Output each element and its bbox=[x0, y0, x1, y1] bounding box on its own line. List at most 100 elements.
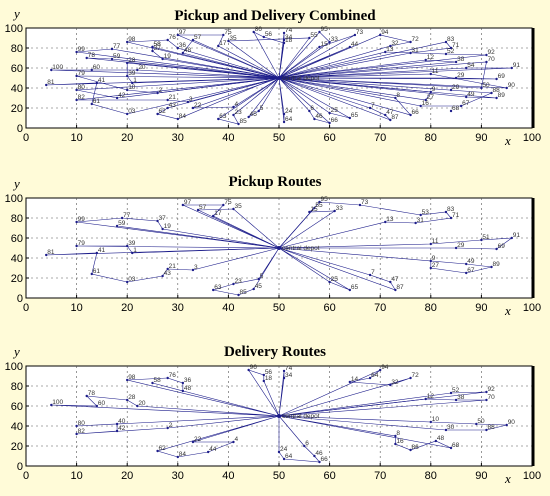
y-tick-label: 0 bbox=[17, 461, 23, 473]
node-point bbox=[409, 51, 412, 55]
node-point bbox=[505, 423, 508, 427]
node-label: 16 bbox=[422, 100, 430, 107]
node-point bbox=[45, 253, 48, 257]
node-point bbox=[156, 219, 159, 223]
node-label: 96 bbox=[250, 364, 258, 371]
node-label: 19 bbox=[164, 223, 172, 230]
node-label: 48 bbox=[437, 435, 445, 442]
node-label: 100 bbox=[52, 64, 63, 71]
node-point bbox=[429, 420, 432, 424]
x-tick-label: 40 bbox=[222, 132, 234, 144]
y-tick-label: 100 bbox=[5, 23, 23, 35]
node-point bbox=[75, 98, 78, 102]
node-point bbox=[232, 113, 235, 117]
node-label: 75 bbox=[224, 199, 232, 206]
node-point bbox=[465, 262, 468, 266]
node-point bbox=[465, 66, 468, 70]
route-line bbox=[278, 77, 497, 80]
node-label: 34 bbox=[285, 372, 293, 379]
x-tick-label: 70 bbox=[374, 470, 386, 482]
node-label: 60 bbox=[98, 400, 106, 407]
node-point bbox=[115, 96, 119, 100]
node-label: 39 bbox=[128, 240, 136, 247]
node-label: 23 bbox=[234, 278, 242, 285]
chart-title: Pickup Routes bbox=[228, 174, 322, 190]
node-point bbox=[166, 426, 169, 430]
node-label: 97 bbox=[184, 199, 192, 206]
node-label: 80 bbox=[78, 84, 86, 91]
node-point bbox=[414, 221, 417, 225]
y-axis-label: y bbox=[12, 6, 20, 21]
node-label: 1 bbox=[133, 77, 137, 84]
node-point bbox=[384, 50, 387, 54]
x-tick-label: 40 bbox=[222, 470, 234, 482]
node-point bbox=[379, 368, 382, 372]
node-point bbox=[485, 428, 488, 432]
node-label: 37 bbox=[159, 215, 167, 222]
node-label: 49 bbox=[467, 258, 475, 265]
y-axis-label: y bbox=[12, 344, 20, 359]
route-line bbox=[227, 37, 310, 79]
node-point bbox=[429, 259, 432, 263]
x-axis-label: x bbox=[504, 471, 511, 486]
node-point bbox=[485, 390, 488, 394]
y-tick-label: 0 bbox=[17, 293, 23, 305]
node-label: 82 bbox=[78, 428, 86, 435]
node-point bbox=[308, 36, 311, 40]
node-point bbox=[110, 47, 114, 51]
node-point bbox=[126, 112, 129, 116]
node-point bbox=[166, 267, 169, 271]
node-label: 82 bbox=[78, 94, 86, 101]
node-label: 77 bbox=[123, 212, 131, 219]
node-point bbox=[126, 88, 129, 92]
node-label: 79 bbox=[78, 240, 86, 247]
node-point bbox=[110, 57, 114, 61]
node-point bbox=[95, 404, 99, 408]
node-point bbox=[176, 117, 179, 121]
node-label: 9 bbox=[432, 86, 436, 93]
node-point bbox=[186, 100, 190, 104]
x-tick-label: 10 bbox=[70, 132, 82, 144]
node-label: 4 bbox=[234, 436, 238, 443]
node-point bbox=[156, 449, 159, 453]
node-point bbox=[232, 207, 235, 211]
node-label: 86 bbox=[255, 26, 263, 33]
node-label: 35 bbox=[234, 203, 242, 210]
node-label: 83 bbox=[447, 206, 455, 213]
node-point bbox=[90, 68, 93, 72]
node-point bbox=[206, 450, 210, 454]
node-label: 99 bbox=[78, 216, 86, 223]
node-label: 41 bbox=[98, 77, 106, 84]
y-tick-label: 0 bbox=[17, 123, 23, 135]
node-label: 36 bbox=[179, 42, 187, 49]
node-label: 24 bbox=[280, 446, 288, 453]
route-line bbox=[197, 208, 280, 249]
x-tick-label: 60 bbox=[323, 470, 335, 482]
node-point bbox=[465, 271, 468, 275]
node-label: 27 bbox=[427, 94, 435, 101]
node-label: 23 bbox=[234, 109, 242, 116]
node-label: 50 bbox=[482, 82, 490, 89]
node-label: 15 bbox=[310, 206, 318, 213]
node-point bbox=[90, 102, 93, 106]
node-point bbox=[212, 288, 215, 292]
y-tick-label: 60 bbox=[11, 233, 23, 245]
chart-title: Delivery Routes bbox=[223, 344, 327, 360]
x-tick-label: 100 bbox=[523, 470, 541, 482]
node-point bbox=[389, 44, 392, 48]
node-label: 11 bbox=[432, 68, 439, 75]
node-point bbox=[328, 280, 331, 284]
node-label: 88 bbox=[493, 87, 501, 94]
y-tick-label: 80 bbox=[11, 381, 23, 393]
node-point bbox=[490, 91, 493, 95]
x-tick-label: 30 bbox=[172, 132, 184, 144]
node-label: 33 bbox=[336, 205, 344, 212]
node-point bbox=[166, 98, 169, 102]
node-point bbox=[394, 96, 397, 100]
node-point bbox=[181, 389, 185, 393]
node-label: 40 bbox=[118, 418, 126, 425]
node-point bbox=[424, 98, 427, 102]
node-point bbox=[505, 86, 508, 90]
node-label: 92 bbox=[487, 49, 495, 56]
